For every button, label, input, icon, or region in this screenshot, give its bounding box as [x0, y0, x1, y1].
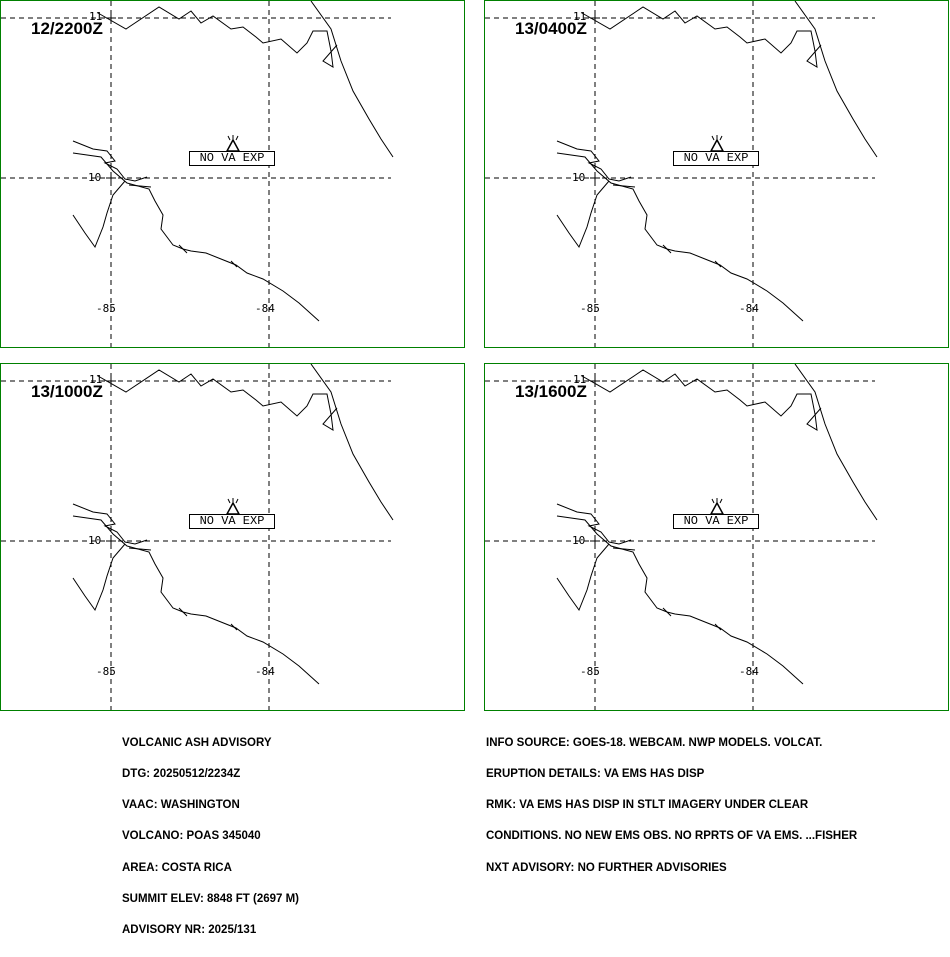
map-canvas [485, 1, 878, 347]
advisory-info-right: INFO SOURCE: GOES-18. WEBCAM. NWP MODELS… [486, 717, 857, 894]
panel-valid-time: 13/0400Z [515, 19, 587, 38]
no-va-expected-box: NO VA EXP [673, 514, 759, 529]
lat-label-11: 11 [89, 373, 103, 386]
panel-valid-time: 13/1600Z [515, 382, 587, 401]
coastline-coastEast [794, 1, 878, 158]
map-canvas [1, 1, 394, 347]
coastline-coastSouthA [72, 503, 148, 545]
coastline-coastNorth [581, 369, 822, 431]
coastline-coastEast [310, 364, 394, 521]
coastline-misc [612, 184, 722, 268]
volcano-triangle-icon [225, 135, 241, 152]
lon-label-85: -85 [96, 665, 116, 678]
advisory-line: CONDITIONS. NO NEW EMS OBS. NO RPRTS OF … [486, 830, 858, 843]
map-canvas [485, 364, 878, 710]
coastline-coastWest [72, 180, 126, 249]
advisory-line: AREA: COSTA RICA [122, 861, 232, 874]
coastline-coastEast [794, 364, 878, 521]
lat-label-10: 10 [572, 534, 586, 547]
lat-label-11: 11 [573, 373, 587, 386]
forecast-panel-1: 12/2200Z 11 10 -85 -84 NO VA EXP [0, 0, 465, 348]
coastline-coastSouthA [72, 140, 148, 182]
graticule-tick [106, 173, 116, 183]
coastline-misc [612, 547, 722, 631]
coastline-misc [128, 184, 238, 268]
advisory-line: ERUPTION DETAILS: VA EMS HAS DISP [486, 768, 705, 781]
volcanic-ash-advisory-graphic: 12/2200Z 11 10 -85 -84 NO VA EXP 13/0400… [0, 0, 949, 936]
no-va-expected-box: NO VA EXP [189, 151, 275, 166]
advisory-line: VOLCANIC ASH ADVISORY [122, 736, 272, 749]
forecast-panel-3: 13/1000Z 11 10 -85 -84 NO VA EXP [0, 363, 465, 711]
no-va-expected-box: NO VA EXP [673, 151, 759, 166]
advisory-line: NXT ADVISORY: NO FURTHER ADVISORIES [486, 861, 727, 874]
lon-label-84: -84 [255, 665, 275, 678]
coastline-coastEast [310, 1, 394, 158]
coastline-coastNorth [581, 6, 822, 68]
lon-label-84: -84 [739, 302, 759, 315]
coastline-coastSouthA [556, 140, 632, 182]
coastline-coastWest [72, 543, 126, 612]
advisory-line: VAAC: WASHINGTON [122, 799, 240, 812]
advisory-line: DTG: 20250512/2234Z [122, 768, 241, 781]
lon-label-85: -85 [96, 302, 116, 315]
coastline-coastSouthA [556, 503, 632, 545]
lat-label-10: 10 [572, 171, 586, 184]
graticule-tick [590, 536, 600, 546]
forecast-panel-2: 13/0400Z 11 10 -85 -84 NO VA EXP [484, 0, 949, 348]
lat-label-11: 11 [573, 10, 587, 23]
advisory-line: SUMMIT ELEV: 8848 FT (2697 M) [122, 892, 300, 905]
graticule-tick [590, 173, 600, 183]
lon-label-85: -85 [580, 302, 600, 315]
coastline-coastWest [556, 543, 610, 612]
coastline-coastNorth [97, 6, 338, 68]
lat-label-11: 11 [89, 10, 103, 23]
advisory-line: VOLCANO: POAS 345040 [122, 830, 261, 843]
lon-label-84: -84 [739, 665, 759, 678]
volcano-triangle-icon [709, 135, 725, 152]
graticule-tick [106, 536, 116, 546]
coastline-misc [128, 547, 238, 631]
lat-label-10: 10 [88, 171, 102, 184]
coastline-coastWest [556, 180, 610, 249]
advisory-line: RMK: VA EMS HAS DISP IN STLT IMAGERY UND… [486, 799, 809, 812]
forecast-panel-4: 13/1600Z 11 10 -85 -84 NO VA EXP [484, 363, 949, 711]
coastline-coastNorth [97, 369, 338, 431]
advisory-line: INFO SOURCE: GOES-18. WEBCAM. NWP MODELS… [486, 736, 823, 749]
map-canvas [1, 364, 394, 710]
lat-label-10: 10 [88, 534, 102, 547]
lon-label-84: -84 [255, 302, 275, 315]
advisory-info-left: VOLCANIC ASH ADVISORY DTG: 20250512/2234… [122, 717, 299, 956]
volcano-triangle-icon [709, 498, 725, 515]
panel-valid-time: 12/2200Z [31, 19, 103, 38]
advisory-line: ADVISORY NR: 2025/131 [122, 924, 257, 937]
volcano-triangle-icon [225, 498, 241, 515]
panel-valid-time: 13/1000Z [31, 382, 103, 401]
lon-label-85: -85 [580, 665, 600, 678]
no-va-expected-box: NO VA EXP [189, 514, 275, 529]
